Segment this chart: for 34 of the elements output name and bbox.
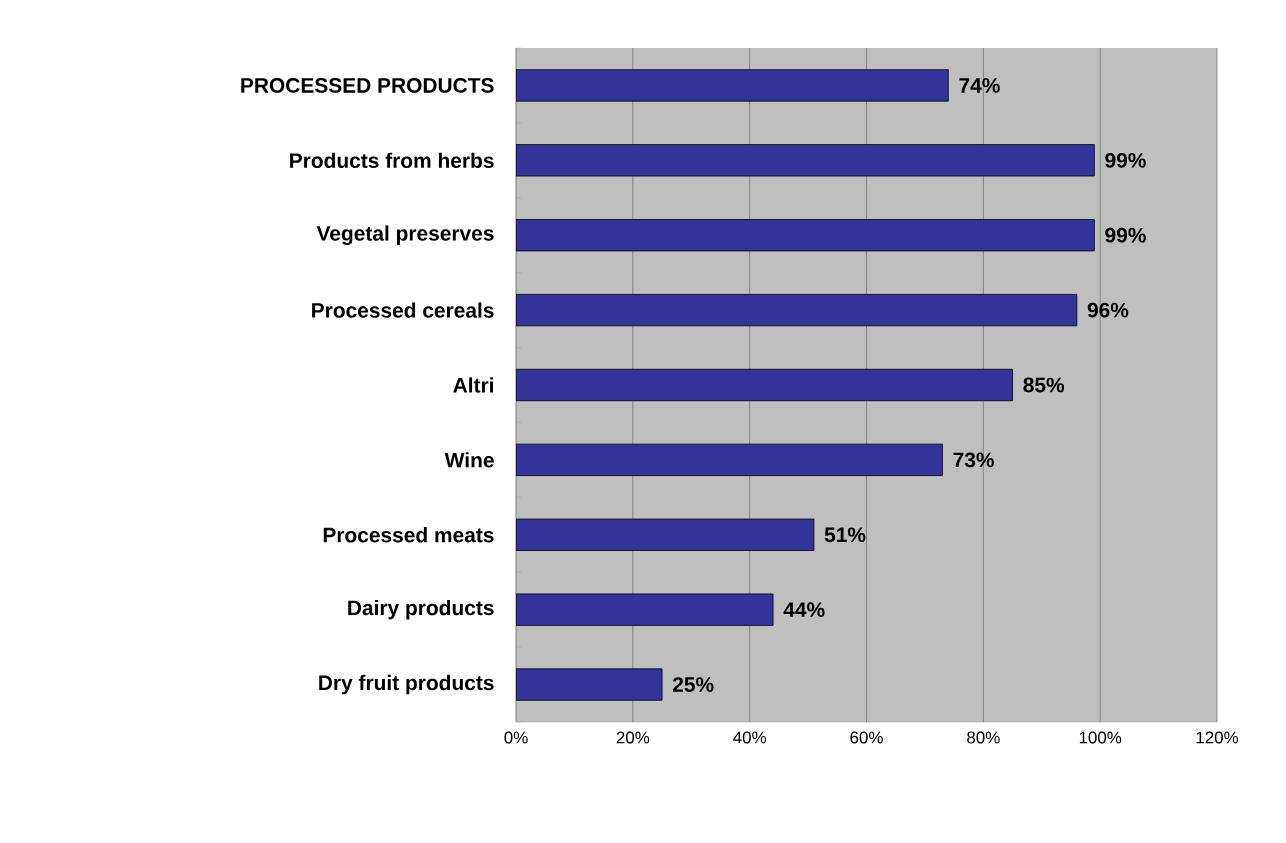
- bar: [516, 69, 949, 102]
- bar: [516, 593, 774, 626]
- data-label: 51%: [824, 527, 866, 543]
- y-tick-label: Dairy products: [348, 599, 494, 620]
- bar: [516, 668, 663, 701]
- y-tick-label: Wine: [444, 452, 494, 468]
- bar: [516, 219, 1095, 252]
- data-label: 99%: [1105, 227, 1146, 243]
- x-tick-label: 80%: [967, 731, 1000, 744]
- y-tick-label: PROCESSED PRODUCTS: [241, 78, 494, 93]
- bar: [516, 368, 1013, 402]
- x-tick-label: 40%: [733, 731, 767, 744]
- x-tick-label: 0%: [504, 731, 528, 744]
- data-label: 74%: [959, 78, 1000, 93]
- data-label: 73%: [953, 452, 994, 468]
- data-label: 25%: [672, 677, 714, 692]
- bar: [516, 518, 815, 551]
- data-label: 85%: [1023, 377, 1065, 393]
- bar: [516, 293, 1078, 327]
- y-tick-label: Processed cereals: [312, 302, 494, 318]
- x-tick-label: 120%: [1196, 731, 1239, 744]
- x-tick-label: 60%: [850, 731, 883, 744]
- y-tick-label: Dry fruit products: [319, 674, 494, 695]
- y-tick-label: Vegetal preserves: [316, 225, 494, 246]
- bar: [516, 144, 1095, 177]
- x-tick-label: 100%: [1079, 731, 1122, 744]
- data-label: 44%: [783, 602, 825, 618]
- bar: [516, 443, 943, 477]
- data-label: 99%: [1105, 152, 1146, 168]
- y-tick-label: Altri: [453, 377, 493, 393]
- x-tick-label: 20%: [616, 731, 650, 744]
- y-tick-label: Processed meats: [323, 527, 494, 543]
- y-tick-label: Products from herbs: [290, 152, 494, 169]
- data-label: 96%: [1087, 302, 1129, 318]
